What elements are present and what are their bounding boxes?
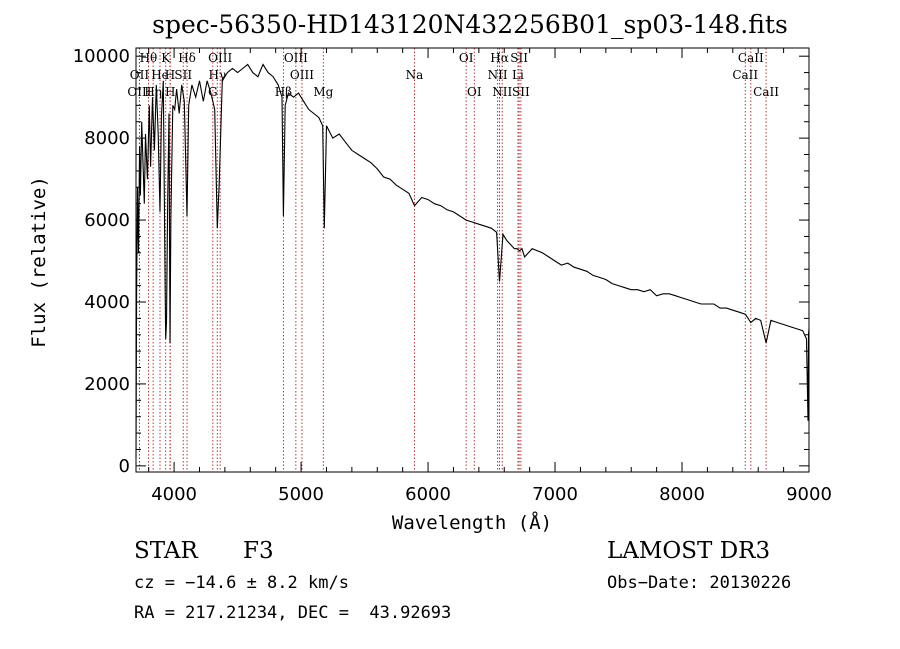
- plot-frame: [135, 47, 810, 473]
- line-label-1: OII: [130, 68, 150, 82]
- line-label-21: NII: [488, 68, 508, 82]
- line-label-17: Na: [406, 68, 424, 82]
- line-label-13: OIII: [284, 51, 308, 65]
- line-label-9: H: [165, 85, 175, 99]
- x-tick-label-5: 9000: [786, 484, 832, 505]
- y-axis-title: Flux (relative): [28, 176, 50, 348]
- observation-date: Obs−Date: 20130226: [607, 573, 792, 593]
- y-tick-label-5: 10000: [73, 46, 130, 67]
- line-label-7: Hδ: [178, 51, 196, 65]
- line-label-24: Li: [512, 68, 524, 82]
- line-label-15: Hβ: [275, 85, 292, 99]
- line-label-8: SII: [174, 68, 192, 82]
- line-label-27: CaII: [732, 68, 758, 82]
- line-label-11: Hγ: [208, 68, 226, 82]
- spectral-line-markers: [138, 48, 767, 472]
- y-tick-label-1: 2000: [84, 374, 130, 395]
- line-label-16: Mg: [313, 85, 333, 99]
- x-tick-label-3: 7000: [532, 484, 578, 505]
- y-tick-label-4: 8000: [84, 128, 130, 149]
- survey-name: LAMOST DR3: [607, 538, 771, 564]
- line-label-23: SII: [510, 51, 528, 65]
- x-tick-label-2: 6000: [405, 484, 451, 505]
- spectrum-series-line: [135, 63, 810, 458]
- object-subclass: F3: [243, 538, 274, 564]
- object-class: STAR: [134, 538, 198, 564]
- line-label-25: SII: [512, 85, 530, 99]
- line-label-14: OIII: [290, 68, 314, 82]
- line-label-19: OI: [467, 85, 482, 99]
- line-label-26: CaII: [738, 51, 764, 65]
- chart-title: spec-56350-HD143120N432256B01_sp03-148.f…: [152, 10, 788, 39]
- line-label-20: Hα: [490, 51, 509, 65]
- y-tick-label-0: 0: [119, 456, 130, 477]
- line-label-28: CaII: [753, 85, 779, 99]
- line-label-4: Hη: [144, 85, 162, 99]
- y-tick-label-2: 4000: [84, 292, 130, 313]
- y-tick-label-3: 6000: [84, 210, 130, 231]
- x-tick-label-0: 4000: [151, 484, 197, 505]
- line-label-22: NII: [492, 85, 512, 99]
- line-label-0: Hθ: [140, 51, 158, 65]
- line-label-10: OIII: [208, 51, 232, 65]
- line-label-5: K: [161, 51, 171, 65]
- x-axis-title: Wavelength (Å): [392, 511, 552, 534]
- x-tick-label-1: 5000: [278, 484, 324, 505]
- line-label-3: He: [151, 68, 169, 82]
- x-tick-label-4: 8000: [659, 484, 705, 505]
- line-label-12: G: [208, 85, 218, 99]
- coordinates: RA = 217.21234, DEC = 43.92693: [134, 603, 452, 623]
- redshift-cz: cz = −14.6 ± 8.2 km/s: [134, 573, 349, 593]
- axis-ticks: 4000 5000 6000 7000 8000 9000 0 2000 4000 6000 800…: [73, 46, 832, 505]
- line-label-18: OI: [459, 51, 474, 65]
- line-label-6: H: [165, 68, 175, 82]
- line-label-2: OIII: [127, 85, 151, 99]
